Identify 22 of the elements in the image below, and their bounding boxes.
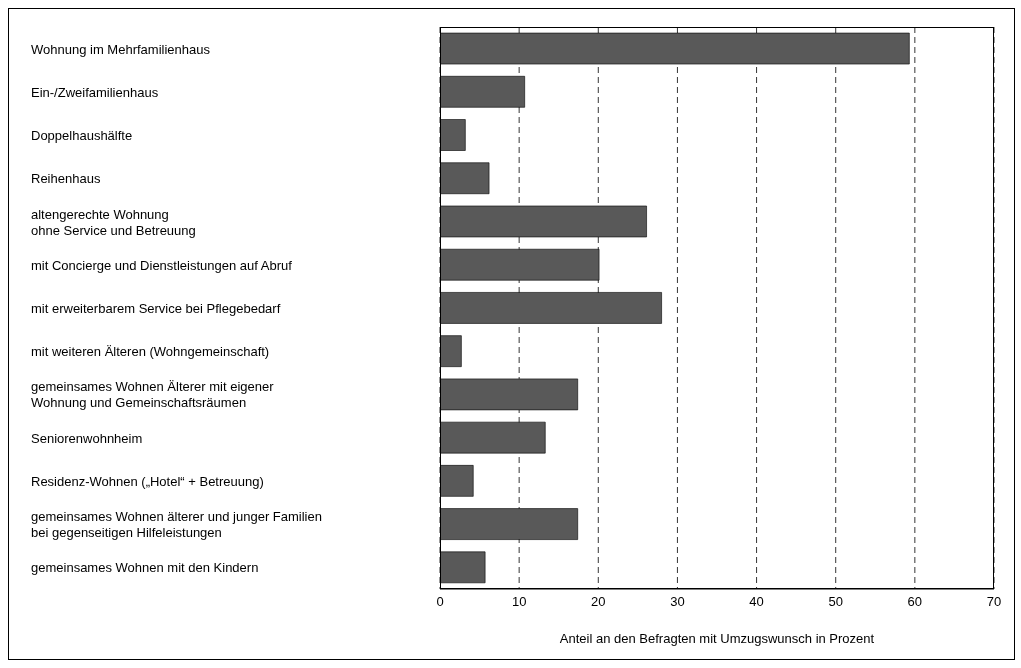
y-tick-label: Reihenhaus xyxy=(31,170,101,186)
x-tick-label: 0 xyxy=(436,594,444,610)
x-tick-label: 30 xyxy=(670,594,685,610)
y-tick-label: mit erweiterbarem Service bei Pflegebedarf xyxy=(31,300,281,316)
x-tick-label: 50 xyxy=(828,594,843,610)
y-tick-label: Doppelhaushälfte xyxy=(31,127,133,143)
x-tick-label: 60 xyxy=(907,594,923,610)
y-tick-label: mit Concierge und Dienstleistungen auf Abruf xyxy=(31,257,293,273)
y-tick-label: gemeinsames Wohnen älterer und junger Familien bei gegenseitigen Hilfeleistungen xyxy=(31,508,322,540)
y-tick-label: Residenz-Wohnen („Hotel“ + Betreuung) xyxy=(31,473,264,489)
x-tick-label: 70 xyxy=(986,594,1002,610)
x-tick-label: 40 xyxy=(749,594,764,610)
y-tick-label: gemeinsames Wohnen Älterer mit eigener Wohnung und Gemeinschaftsräumen xyxy=(31,378,275,410)
y-tick-label: gemeinsames Wohnen mit den Kindern xyxy=(31,559,259,575)
y-tick-label: Seniorenwohnheim xyxy=(31,430,143,446)
y-tick-label: altengerechte Wohnung ohne Service und Betreuung xyxy=(31,206,196,238)
x-axis-title: Anteil an den Befragten mit Umzugswunsch in Prozent xyxy=(559,631,875,646)
y-tick-label: Ein-/Zweifamilienhaus xyxy=(31,84,159,100)
x-tick-label: 20 xyxy=(591,594,606,610)
y-tick-label: mit weiteren Älteren (Wohngemeinschaft) xyxy=(31,343,270,359)
y-tick-label: Wohnung im Mehrfamilienhaus xyxy=(31,41,211,57)
x-tick-label: 10 xyxy=(511,594,527,610)
